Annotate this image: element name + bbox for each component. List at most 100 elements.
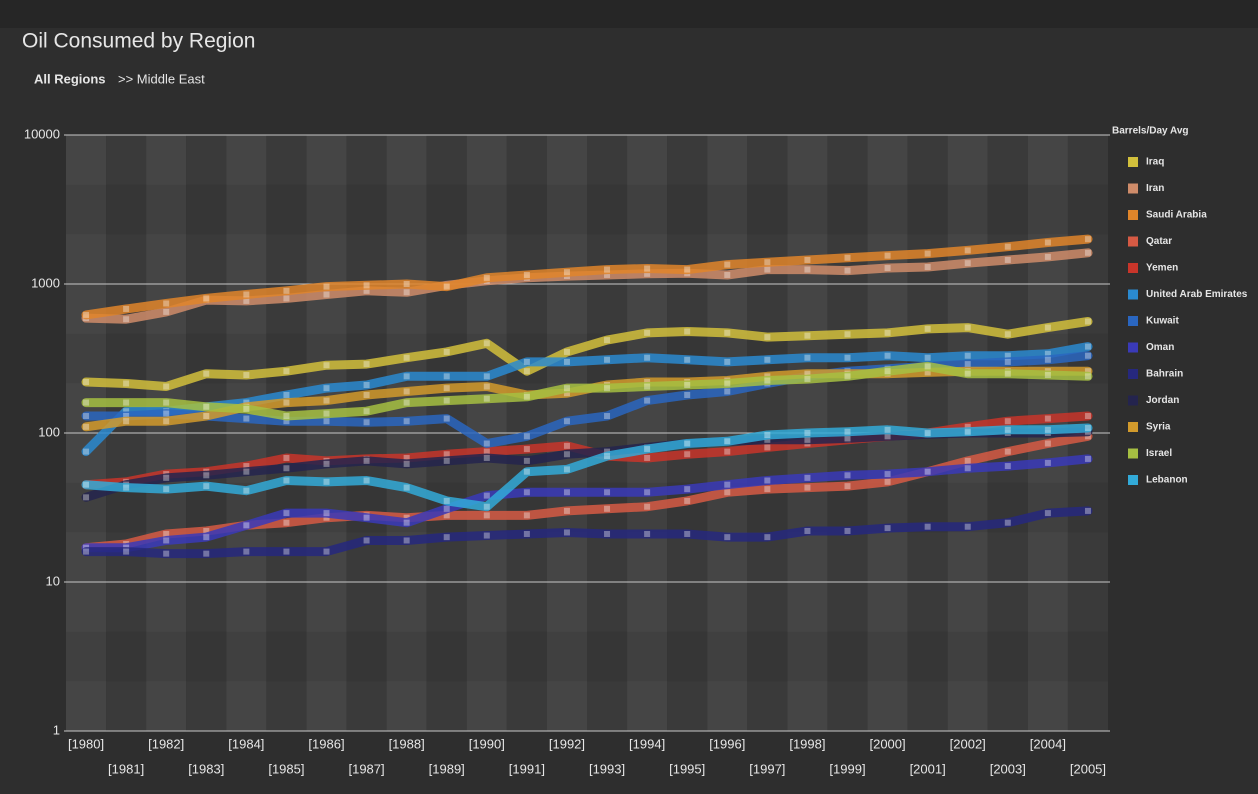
data-point	[203, 370, 210, 377]
data-point	[403, 373, 410, 380]
data-point	[644, 454, 651, 461]
data-point	[123, 484, 130, 491]
data-point	[203, 550, 210, 557]
legend-swatch	[1128, 210, 1138, 220]
data-point	[804, 256, 811, 263]
data-point	[1004, 448, 1011, 455]
series-line	[81, 342, 1093, 457]
data-point	[363, 419, 370, 426]
data-point	[523, 358, 530, 365]
x-tick-label: [1984]	[228, 736, 264, 751]
data-point	[804, 376, 811, 383]
data-point	[243, 487, 250, 494]
data-point	[804, 527, 811, 534]
data-point	[684, 328, 691, 335]
data-point	[283, 548, 290, 555]
data-point	[563, 466, 570, 473]
data-point	[684, 266, 691, 273]
data-point	[804, 354, 811, 361]
data-point	[483, 503, 490, 510]
data-point	[123, 408, 130, 415]
data-point	[283, 477, 290, 484]
data-point	[764, 444, 771, 451]
data-point	[283, 399, 290, 406]
data-point	[924, 363, 931, 370]
data-point	[764, 486, 771, 493]
data-point	[1084, 343, 1091, 350]
legend-label: Lebanon	[1146, 475, 1188, 486]
data-point	[83, 423, 90, 430]
legend-label: Oman	[1146, 342, 1174, 353]
data-point	[563, 451, 570, 458]
x-tick-label: [1994]	[629, 736, 665, 751]
data-point	[283, 295, 290, 302]
data-point	[644, 329, 651, 336]
data-point	[1084, 236, 1091, 243]
x-tick-label: [1992]	[549, 736, 585, 751]
data-point	[884, 352, 891, 359]
data-point	[1004, 243, 1011, 250]
y-tick-label: 10000	[24, 126, 60, 141]
data-point	[403, 537, 410, 544]
data-point	[884, 252, 891, 259]
data-point	[764, 431, 771, 438]
data-point	[83, 399, 90, 406]
data-point	[283, 454, 290, 461]
data-point	[283, 465, 290, 472]
data-point	[483, 454, 490, 461]
data-point	[483, 448, 490, 455]
data-point	[203, 413, 210, 420]
data-point	[844, 373, 851, 380]
data-point	[1044, 440, 1051, 447]
data-point	[443, 505, 450, 512]
breadcrumb-root[interactable]: All Regions	[34, 71, 106, 86]
data-point	[323, 418, 330, 425]
legend-swatch	[1128, 475, 1138, 485]
y-tick-label: 10	[46, 573, 60, 588]
data-point	[924, 430, 931, 436]
x-tick-label: [1995]	[669, 761, 705, 776]
data-point	[123, 380, 130, 387]
data-point	[83, 378, 90, 385]
legend-label: Kuwait	[1146, 316, 1179, 327]
data-point	[443, 512, 450, 519]
data-point	[483, 373, 490, 380]
series-line	[81, 506, 1093, 559]
data-point	[1004, 331, 1011, 338]
data-point	[684, 486, 691, 493]
data-point	[884, 471, 891, 478]
data-point	[844, 472, 851, 479]
data-point	[563, 348, 570, 355]
data-point	[163, 530, 170, 537]
data-point	[163, 410, 170, 417]
data-point	[884, 368, 891, 375]
data-point	[964, 465, 971, 472]
data-point	[523, 489, 530, 496]
data-point	[563, 390, 570, 397]
data-point	[724, 489, 731, 496]
legend-label: Jordan	[1146, 395, 1179, 406]
data-point	[604, 266, 611, 273]
data-point	[924, 369, 931, 376]
data-point	[83, 494, 90, 501]
legend-label: Iran	[1146, 183, 1164, 194]
data-point	[884, 265, 891, 272]
breadcrumb-current: >> Middle East	[118, 71, 205, 86]
data-point	[844, 254, 851, 261]
chart-title: Oil Consumed by Region	[22, 30, 255, 53]
data-point	[1004, 256, 1011, 263]
legend-label: Qatar	[1146, 236, 1172, 247]
data-point	[163, 300, 170, 307]
data-point	[203, 534, 210, 541]
data-point	[403, 418, 410, 425]
series-line	[81, 234, 1093, 320]
x-tick-label: [2005]	[1070, 761, 1106, 776]
data-point	[83, 481, 90, 488]
data-point	[443, 534, 450, 541]
data-point	[363, 391, 370, 398]
data-point	[764, 356, 771, 363]
data-point	[443, 497, 450, 504]
data-point	[523, 446, 530, 453]
data-point	[804, 370, 811, 377]
